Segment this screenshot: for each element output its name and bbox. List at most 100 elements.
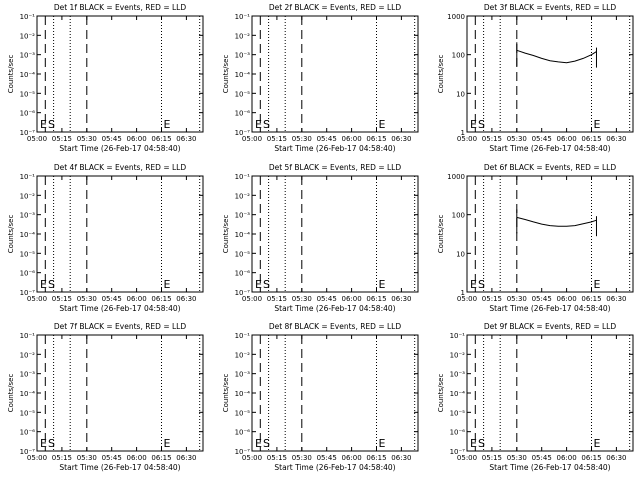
y-axis-label: Counts/sec [222,215,230,254]
x-tick-label: 06:30 [606,295,626,303]
x-tick-label: 06:30 [391,135,411,143]
x-tick-label: 05:30 [292,295,312,303]
x-axis-label: Start Time (26-Feb-17 04:58:40) [59,144,180,153]
plot-frame [251,15,419,133]
x-axis-label: Start Time (26-Feb-17 04:58:40) [274,304,395,313]
marker-s: S [48,278,55,291]
y-tick-label: 10⁻⁴ [20,390,36,398]
x-tick-label: 06:00 [557,454,577,462]
x-tick-label: 05:15 [267,135,287,143]
x-tick-label: 05:45 [317,454,337,462]
x-tick-label: 05:15 [267,295,287,303]
marker-e-start: E [40,437,47,450]
y-tick-label: 10⁻⁴ [235,231,251,239]
x-tick-label: 06:00 [127,295,147,303]
detector-panel: Det 4f BLACK = Events, RED = LLD 10⁻⁷ 10⁻⁶… [7,163,204,313]
x-tick-label: 05:00 [457,454,477,462]
y-axis-label: Counts/sec [222,374,230,413]
y-tick-label: 1 [461,129,465,137]
y-tick-label: 10⁻² [235,32,251,40]
x-tick-label: 05:00 [27,295,47,303]
plot-frame [36,175,204,293]
detector-panel: Det 1f BLACK = Events, RED = LLD 10⁻⁷ 10⁻⁶… [7,3,204,153]
x-tick-label: 05:30 [77,135,97,143]
detector-panel: Det 8f BLACK = Events, RED = LLD 10⁻⁷ 10⁻⁶… [222,322,419,472]
plot-frame [251,334,419,452]
x-tick-label: 06:30 [391,295,411,303]
y-tick-label: 10 [456,250,465,258]
x-tick-label: 05:30 [292,135,312,143]
y-tick-label: 10⁻² [20,32,36,40]
x-tick-label: 05:45 [317,135,337,143]
x-tick-label: 06:15 [581,454,601,462]
series-line [516,49,597,64]
marker-e-end: E [379,278,386,291]
marker-e-start: E [255,278,262,291]
y-tick-label: 10⁻² [20,351,36,359]
detector-panel: Det 6f BLACK = Events, RED = LLD 1 10 100 10… [437,163,634,313]
y-tick-label: 100 [452,52,465,60]
marker-e-start: E [255,437,262,450]
marker-s: S [478,437,485,450]
y-tick-label: 100 [452,212,465,220]
y-axis-label: Counts/sec [7,55,15,94]
x-tick-label: 05:00 [242,135,262,143]
marker-e-end: E [379,437,386,450]
x-axis-label: Start Time (26-Feb-17 04:58:40) [489,144,610,153]
y-tick-label: 10⁻³ [235,371,251,379]
marker-s: S [48,437,55,450]
panel-title: Det 5f BLACK = Events, RED = LLD [269,163,402,172]
x-tick-label: 05:00 [457,295,477,303]
detector-panel: Det 9f BLACK = Events, RED = LLD 10⁻⁷ 10⁻⁶… [437,322,634,472]
x-tick-label: 05:30 [507,454,527,462]
x-tick-label: 05:15 [52,295,72,303]
marker-e-start: E [255,118,262,131]
x-tick-label: 05:30 [507,295,527,303]
x-tick-label: 06:30 [606,454,626,462]
x-tick-label: 06:15 [151,295,171,303]
x-tick-label: 05:00 [27,135,47,143]
y-tick-label: 10⁻¹ [235,332,251,340]
marker-s: S [478,118,485,131]
marker-s: S [263,437,270,450]
x-tick-label: 06:30 [391,454,411,462]
x-tick-label: 06:00 [127,135,147,143]
y-tick-label: 10⁻⁷ [20,129,36,137]
y-tick-label: 10⁻⁷ [20,289,36,297]
x-tick-label: 06:00 [342,454,362,462]
x-tick-label: 06:00 [342,135,362,143]
marker-e-start: E [40,118,47,131]
x-tick-label: 05:45 [532,295,552,303]
y-tick-label: 10⁻² [20,192,36,200]
marker-e-end: E [164,118,171,131]
x-tick-label: 06:15 [366,454,386,462]
y-tick-label: 10⁻¹ [20,13,36,21]
x-tick-label: 05:45 [102,454,122,462]
x-tick-label: 05:15 [267,454,287,462]
x-tick-label: 05:00 [242,454,262,462]
x-tick-label: 06:15 [151,135,171,143]
y-tick-label: 10⁻⁷ [235,129,251,137]
y-tick-label: 10⁻⁶ [235,429,251,437]
y-axis-label: Counts/sec [222,55,230,94]
y-tick-label: 10⁻¹ [20,332,36,340]
plot-frame [466,175,634,293]
y-tick-label: 10⁻⁴ [235,390,251,398]
x-tick-label: 05:45 [532,454,552,462]
y-tick-label: 10 [456,90,465,98]
x-tick-label: 05:45 [102,295,122,303]
x-tick-label: 06:00 [557,295,577,303]
y-tick-label: 10⁻² [235,192,251,200]
panel-title: Det 3f BLACK = Events, RED = LLD [484,3,617,12]
y-tick-label: 10⁻¹ [20,173,36,181]
y-axis-label: Counts/sec [437,55,445,94]
panel-title: Det 1f BLACK = Events, RED = LLD [54,3,187,12]
marker-e-end: E [594,437,601,450]
plot-frame [36,15,204,133]
panel-title: Det 9f BLACK = Events, RED = LLD [484,322,617,331]
marker-e-end: E [594,118,601,131]
x-tick-label: 06:30 [176,454,196,462]
y-tick-label: 10⁻⁵ [235,409,251,417]
y-tick-label: 10⁻² [235,351,251,359]
